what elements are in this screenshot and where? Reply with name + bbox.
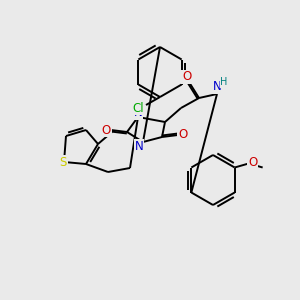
Text: O: O: [178, 128, 188, 142]
Text: O: O: [101, 124, 111, 136]
Text: O: O: [248, 156, 257, 169]
Text: S: S: [59, 155, 67, 169]
Text: N: N: [135, 140, 143, 152]
Text: N: N: [213, 80, 221, 94]
Text: H: H: [220, 77, 228, 87]
Text: O: O: [182, 70, 192, 83]
Text: Cl: Cl: [132, 101, 144, 115]
Text: N: N: [134, 106, 142, 119]
